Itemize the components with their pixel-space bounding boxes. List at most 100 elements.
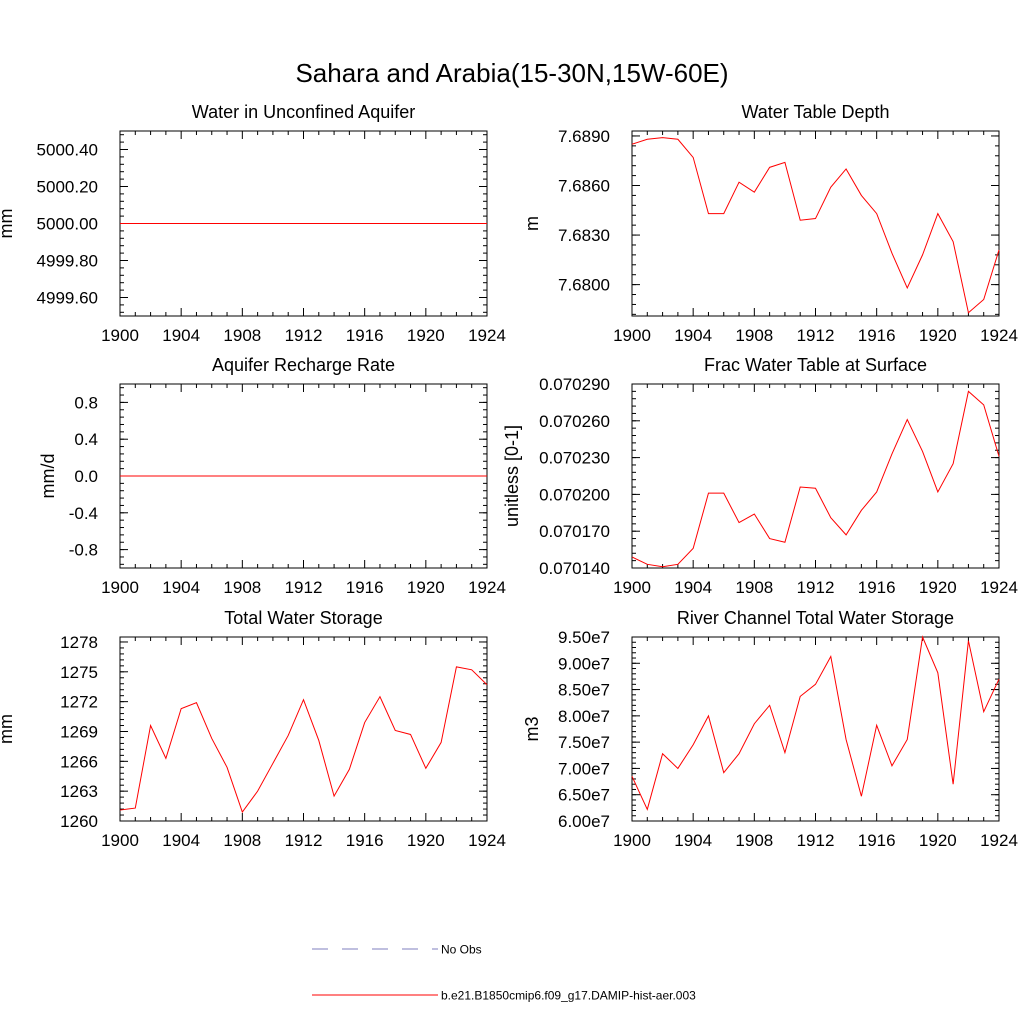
- y-tick-label: 1266: [60, 752, 98, 771]
- x-tick-label: 1920: [407, 326, 445, 345]
- y-tick-label: 6.00e7: [558, 812, 610, 831]
- x-tick-label: 1924: [468, 578, 506, 597]
- x-tick-label: 1920: [919, 326, 957, 345]
- x-tick-label: 1904: [674, 326, 712, 345]
- y-tick-label: 7.6830: [558, 226, 610, 245]
- y-tick-label: 1269: [60, 722, 98, 741]
- y-tick-label: 0.070170: [539, 522, 610, 541]
- x-tick-label: 1908: [735, 326, 773, 345]
- panel-title: River Channel Total Water Storage: [677, 608, 954, 628]
- y-tick-label: 1272: [60, 693, 98, 712]
- y-tick-label: -0.8: [69, 541, 98, 560]
- panel-5: Total Water Storage mm 1900 1904 1908 1912 191…: [0, 608, 506, 850]
- y-tick-label: 8.00e7: [558, 707, 610, 726]
- x-tick-label: 1904: [162, 326, 200, 345]
- x-tick-label: 1908: [223, 831, 261, 850]
- plot-frame: [631, 636, 1000, 822]
- x-tick-label: 1916: [858, 831, 896, 850]
- y-tick-label: 9.00e7: [558, 654, 610, 673]
- x-tick-label: 1904: [162, 831, 200, 850]
- legend-model-label: b.e21.B1850cmip6.f09_g17.DAMIP-hist-aer.…: [441, 989, 696, 1003]
- x-tick-label: 1908: [735, 578, 773, 597]
- y-tick-label: 1260: [60, 812, 98, 831]
- x-tick-label: 1912: [797, 326, 835, 345]
- panel-title: Frac Water Table at Surface: [704, 355, 927, 375]
- plot-frame: [631, 383, 1000, 569]
- y-tick-label: 7.6800: [558, 276, 610, 295]
- y-tick-label: 7.6890: [558, 127, 610, 146]
- x-tick-label: 1904: [674, 831, 712, 850]
- x-tick-label: 1924: [980, 326, 1018, 345]
- x-tick-label: 1920: [919, 831, 957, 850]
- y-axis-label: m3: [522, 716, 542, 741]
- x-tick-label: 1900: [613, 326, 651, 345]
- panel-4: Frac Water Table at Surface unitless [0-1…: [502, 355, 1018, 597]
- x-tick-label: 1900: [101, 326, 139, 345]
- panel-2: Water Table Depth m 1900 1904 1908 1912 1916 19…: [522, 102, 1018, 345]
- panel-1: Water in Unconfined Aquifer mm 1900 1904 190…: [0, 102, 506, 345]
- x-tick-label: 1904: [162, 578, 200, 597]
- y-axis-label: mm/d: [38, 454, 58, 499]
- series-line: [631, 390, 1000, 568]
- x-tick-label: 1908: [735, 831, 773, 850]
- y-tick-label: 0.070290: [539, 375, 610, 394]
- y-tick-label: 5000.20: [37, 178, 98, 197]
- y-tick-label: 1275: [60, 663, 98, 682]
- y-tick-label: 0.8: [74, 393, 98, 412]
- series-line: [631, 137, 1000, 314]
- y-tick-label: 1263: [60, 782, 98, 801]
- y-tick-label: 0.070140: [539, 559, 610, 578]
- x-tick-label: 1900: [101, 831, 139, 850]
- y-tick-label: 0.070200: [539, 485, 610, 504]
- panel-3: Aquifer Recharge Rate mm/d 1900 1904 1908 191…: [38, 355, 506, 597]
- x-tick-label: 1924: [468, 326, 506, 345]
- y-tick-label: 4999.60: [37, 289, 98, 308]
- panel-grid: Water in Unconfined Aquifer mm 1900 1904 190…: [0, 102, 1018, 850]
- y-tick-label: -0.4: [69, 504, 98, 523]
- x-tick-label: 1912: [285, 326, 323, 345]
- x-tick-label: 1908: [223, 578, 261, 597]
- panel-6: River Channel Total Water Storage m3 1900 1…: [522, 608, 1018, 850]
- x-tick-label: 1912: [285, 831, 323, 850]
- y-axis-label: unitless [0-1]: [502, 425, 522, 527]
- y-tick-label: 7.00e7: [558, 759, 610, 778]
- y-tick-label: 5000.40: [37, 141, 98, 160]
- y-axis-label: m: [522, 216, 542, 231]
- y-tick-label: 8.50e7: [558, 681, 610, 700]
- x-tick-label: 1924: [468, 831, 506, 850]
- y-tick-label: 0.0: [74, 467, 98, 486]
- y-tick-label: 7.50e7: [558, 733, 610, 752]
- y-tick-label: 0.4: [74, 430, 98, 449]
- panel-title: Total Water Storage: [224, 608, 382, 628]
- x-tick-label: 1900: [613, 831, 651, 850]
- x-tick-label: 1924: [980, 831, 1018, 850]
- legend: No Obs b.e21.B1850cmip6.f09_g17.DAMIP-hi…: [312, 943, 696, 1003]
- y-tick-label: 6.50e7: [558, 786, 610, 805]
- x-tick-label: 1916: [346, 326, 384, 345]
- y-tick-label: 0.070230: [539, 449, 610, 468]
- x-tick-label: 1924: [980, 578, 1018, 597]
- figure-title: Sahara and Arabia(15-30N,15W-60E): [295, 58, 728, 88]
- x-tick-label: 1900: [613, 578, 651, 597]
- series-line: [119, 666, 488, 814]
- y-axis-label: mm: [0, 209, 16, 239]
- x-tick-label: 1916: [346, 578, 384, 597]
- x-tick-label: 1900: [101, 578, 139, 597]
- x-tick-label: 1920: [407, 578, 445, 597]
- x-tick-label: 1916: [346, 831, 384, 850]
- y-tick-label: 0.070260: [539, 412, 610, 431]
- panel-title: Water in Unconfined Aquifer: [192, 102, 415, 122]
- y-tick-label: 4999.80: [37, 252, 98, 271]
- panel-title: Water Table Depth: [741, 102, 889, 122]
- x-tick-label: 1916: [858, 326, 896, 345]
- y-axis-label: mm: [0, 714, 16, 744]
- y-tick-label: 7.6860: [558, 177, 610, 196]
- x-tick-label: 1912: [797, 578, 835, 597]
- y-tick-label: 5000.00: [37, 215, 98, 234]
- plot-frame: [631, 130, 1000, 317]
- x-tick-label: 1904: [674, 578, 712, 597]
- x-tick-label: 1920: [919, 578, 957, 597]
- x-tick-label: 1916: [858, 578, 896, 597]
- y-tick-label: 1278: [60, 633, 98, 652]
